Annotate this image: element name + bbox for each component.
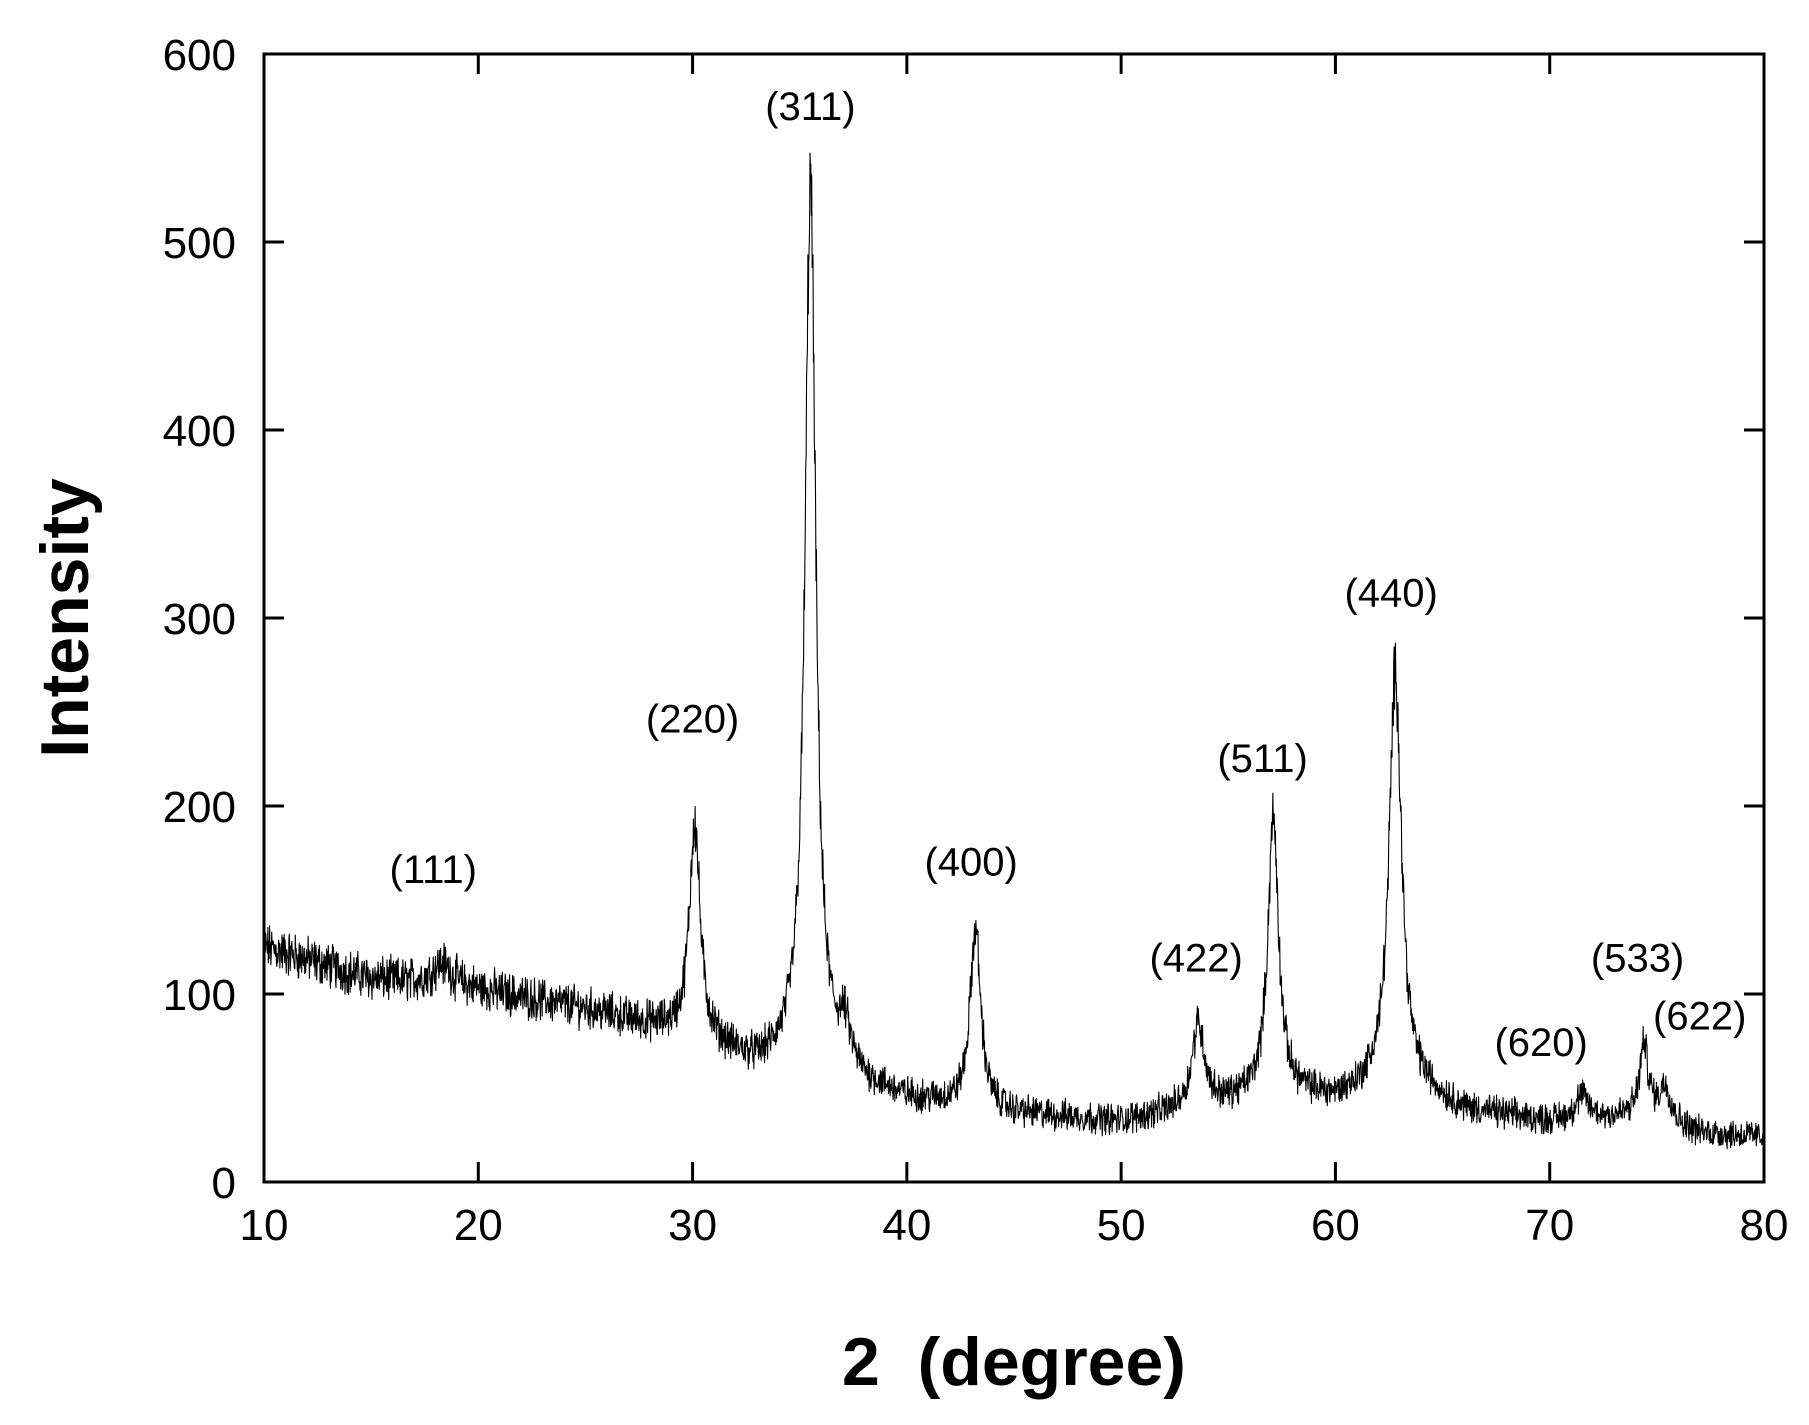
y-axis-title: Intensity [27,478,103,758]
x-tick-label: 40 [882,1201,931,1250]
peak-annotations: (111) (220) (311) (400) (422) (511) (440) (620)… [390,85,1747,1065]
xrd-pattern-line [263,152,1765,1150]
peak-label: (620) [1494,1021,1587,1065]
x-tick-label: 10 [240,1201,289,1250]
peak-label: (400) [924,841,1017,885]
peak-label: (111) [390,848,477,892]
peak-label: (511) [1217,737,1307,781]
peak-label: (440) [1344,572,1437,616]
peak-label: (311) [765,85,855,129]
peak-label: (220) [646,698,739,742]
x-tick-label: 70 [1525,1201,1574,1250]
peak-label: (622) [1653,995,1746,1039]
plot-frame [262,52,1766,1184]
x-tick-label: 30 [668,1201,717,1250]
axis-tick-labels: 10 20 30 40 50 60 70 80 0 100 200 300 400 500 600 [163,31,1789,1250]
peak-label: (533) [1591,936,1684,980]
y-tick-label: 0 [212,1159,236,1208]
y-tick-label: 500 [163,219,236,268]
x-tick-label: 80 [1740,1201,1789,1250]
y-tick-label: 100 [163,971,236,1020]
x-tick-label: 50 [1097,1201,1146,1250]
axis-ticks [262,52,1766,1184]
x-tick-label: 20 [454,1201,503,1250]
x-axis-title: 2 (degree) [842,1324,1186,1400]
peak-label: (422) [1149,936,1242,980]
y-tick-label: 300 [163,595,236,644]
y-tick-label: 200 [163,783,236,832]
y-tick-label: 400 [163,407,236,456]
x-tick-label: 60 [1311,1201,1360,1250]
y-tick-label: 600 [163,31,236,80]
